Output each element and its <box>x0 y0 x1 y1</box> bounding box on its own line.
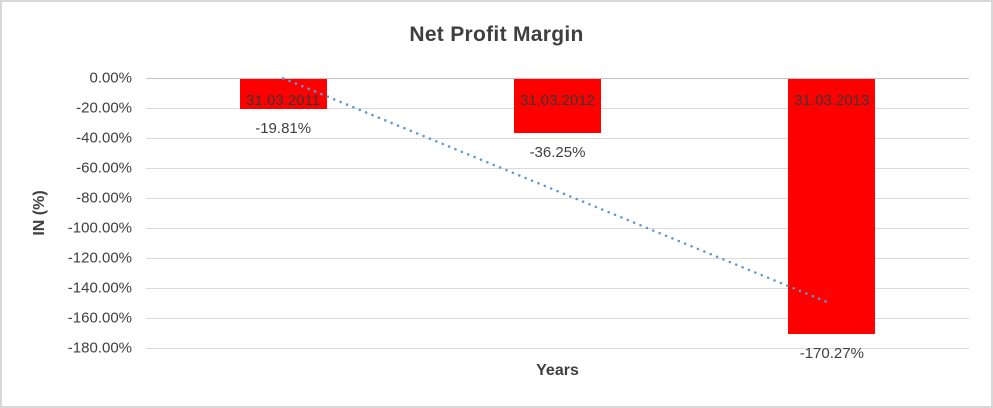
gridline <box>146 348 969 349</box>
x-axis-title: Years <box>536 362 579 379</box>
bar-category-label: 31.03.2013 <box>794 92 870 109</box>
bar-value-label: -170.27% <box>799 345 864 363</box>
y-tick-label: -120.00% <box>67 249 132 267</box>
gridline <box>146 318 969 319</box>
chart-title: Net Profit Margin <box>409 23 584 46</box>
bar-category-label: 31.03.2012 <box>519 92 596 109</box>
y-tick-label: -140.00% <box>67 279 132 297</box>
bar-value-label: -36.25% <box>529 144 586 162</box>
bar-category-label: 31.03.2011 <box>246 92 321 109</box>
y-tick-label: -80.00% <box>76 189 132 207</box>
y-tick-label: -100.00% <box>67 219 132 237</box>
y-tick-label: -180.00% <box>67 339 132 357</box>
bar <box>788 79 876 335</box>
bar-value-label: -19.81% <box>255 119 312 137</box>
y-tick-label: -20.00% <box>76 99 132 117</box>
y-tick-label: 0.00% <box>89 69 132 87</box>
y-tick-label: -60.00% <box>76 159 132 177</box>
y-tick-label: -40.00% <box>76 129 132 147</box>
y-tick-label: -160.00% <box>67 309 132 327</box>
